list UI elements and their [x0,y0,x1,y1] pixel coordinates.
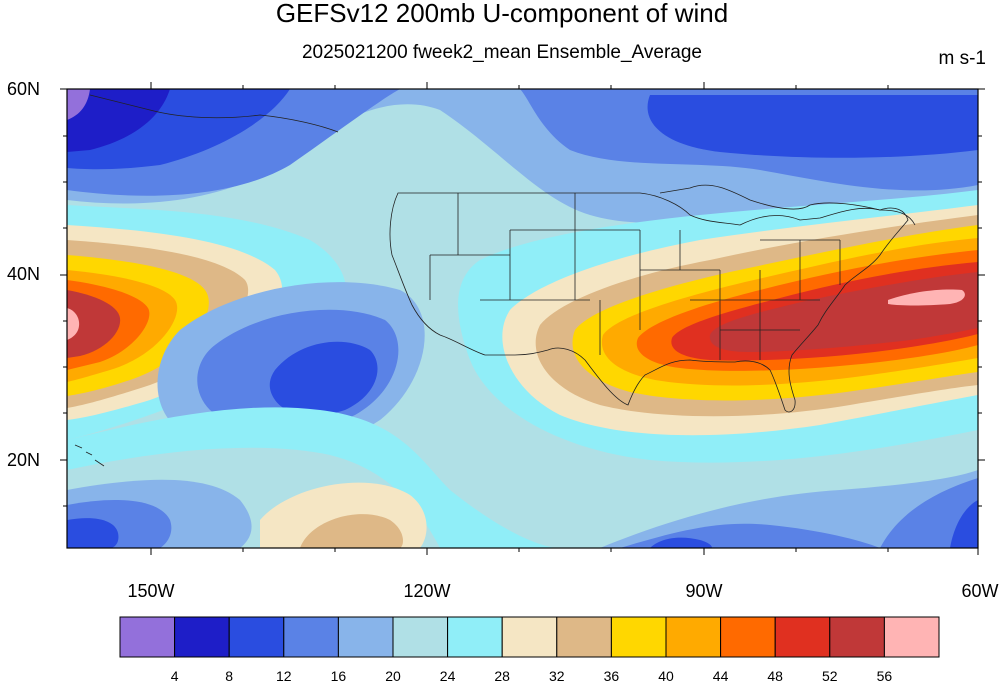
map-frame [66,88,979,549]
colorbar-swatch [392,616,449,658]
alaska-panhandle [89,94,339,133]
contour-fill-56-60-east [709,272,978,352]
state-lines [429,193,841,360]
colorbar-level-label: 40 [658,668,674,684]
colorbar-swatch [174,616,230,658]
political-boundaries [74,94,916,467]
lon-label-150w: 150W [127,581,175,601]
contour-fill-52-56-west [67,290,121,358]
colorbar-swatch [501,616,558,658]
colorbar-level-label: 44 [712,668,729,684]
contour-fill-36-40-south [300,514,403,548]
colorbar-level-label: 20 [385,668,401,684]
wind-contour-field [67,89,978,548]
contour-fill-12-16-east [880,478,978,548]
colorbar-swatch [283,616,339,658]
map-subtitle: 2025021200 fweek2_mean Ensemble_Average [301,42,702,63]
colorbar-swatch [829,616,885,658]
us-outline [389,192,909,413]
canada-coast [659,184,916,226]
colorbar-level-label: 28 [494,668,510,684]
colorbar [119,616,940,658]
colorbar-swatch [556,616,612,658]
colorbar-level-label: 4 [170,668,179,684]
contour-fill-8-12-south [67,518,119,548]
colorbar-swatch [720,616,776,658]
contour-fill-16-20-southeast [600,470,978,548]
colorbar-level-label: 56 [876,668,893,684]
contour-fill-8-12-southeast [650,537,712,548]
colorbar-swatch [610,616,667,658]
colorbar-swatch [447,616,503,658]
hawaii-islands [74,444,105,467]
colorbar-level-label: 24 [439,668,456,684]
lat-label-40n: 40N [6,264,40,284]
colorbar-level-label: 8 [225,668,234,684]
contour-fill-56-60-west [67,308,80,340]
lon-label-60w: 60W [961,581,999,601]
lon-label-90w: 90W [685,581,723,601]
contour-fill-0-4 [67,89,90,120]
units-label: m s-1 [938,48,987,69]
colorbar-swatch [337,616,394,658]
colorbar-level-label: 32 [549,668,565,684]
lat-label-20n: 20N [6,450,40,470]
colorbar-level-label: 52 [822,668,838,684]
axis-ticks [60,82,985,555]
contour-fill-8-12-southwest [269,341,378,416]
lon-label-120w: 120W [403,581,451,601]
contour-fill-60-plus-east [888,289,965,306]
colorbar-level-label: 36 [603,668,620,684]
colorbar-swatch [228,616,285,658]
colorbar-level-label: 48 [767,668,783,684]
lat-label-60n: 60N [6,79,40,99]
colorbar-swatch [119,616,176,658]
colorbar-swatch [883,616,940,658]
contour-fill-8-12-northeast [647,95,978,158]
colorbar-swatch [774,616,831,658]
contour-fill-4-8 [67,89,170,152]
colorbar-level-label: 16 [330,668,347,684]
colorbar-swatch [665,616,722,658]
map-title: GEFSv12 200mb U-component of wind [275,0,729,28]
colorbar-level-label: 12 [276,668,292,684]
contour-fill-8-12-east [950,500,978,548]
